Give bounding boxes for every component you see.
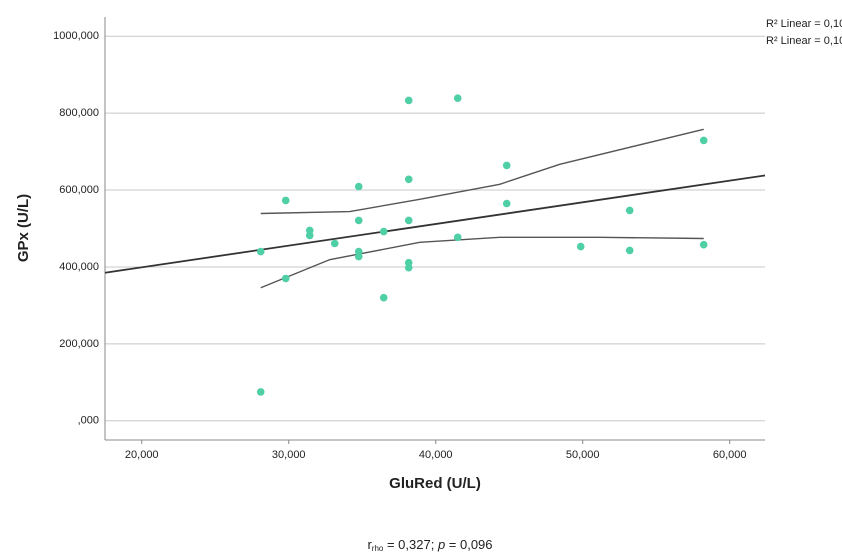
footnote: rrho = 0,327; p = 0,096	[367, 537, 492, 553]
x-tick-label: 20,000	[125, 449, 159, 461]
point	[625, 206, 634, 215]
legend-entry: R² Linear = 0,10	[766, 18, 842, 30]
point	[404, 96, 413, 105]
x-tick-label: 60,000	[713, 449, 747, 461]
point	[453, 233, 462, 242]
point	[453, 94, 462, 102]
point	[502, 199, 511, 208]
point	[281, 196, 290, 205]
point	[354, 182, 363, 191]
point	[256, 247, 265, 256]
point	[354, 252, 363, 261]
y-tick-label: 400,000	[59, 261, 99, 273]
point	[256, 388, 265, 396]
y-tick-label: 200,000	[59, 338, 99, 350]
x-axis-title: GluRed (U/L)	[389, 475, 481, 492]
y-tick-label: 800,000	[59, 107, 99, 119]
x-tick-label: 30,000	[272, 449, 306, 461]
point	[404, 175, 413, 184]
point	[379, 293, 388, 302]
point	[404, 263, 413, 272]
y-axis-title: GPx (U/L)	[15, 194, 32, 262]
point	[379, 227, 388, 236]
footnote-r-value: = 0,327;	[383, 537, 438, 552]
footnote-r: r	[367, 537, 372, 552]
legend-entry: R² Linear = 0,10	[766, 35, 842, 47]
point	[699, 136, 708, 145]
x-tick-label: 40,000	[419, 449, 453, 461]
y-tick-label: 1000,000	[53, 30, 99, 42]
point	[576, 242, 585, 251]
point	[354, 216, 363, 225]
y-tick-label: ,000	[78, 415, 99, 427]
fit-line	[105, 174, 765, 274]
point	[699, 240, 708, 249]
footnote-sub: rho	[372, 544, 384, 553]
ci-upper-line	[260, 128, 704, 215]
point	[330, 239, 339, 248]
x-tick-label: 50,000	[566, 449, 600, 461]
footnote-p-value: = 0,096	[445, 537, 492, 552]
footnote-p: p	[437, 537, 445, 552]
point	[281, 274, 290, 283]
y-tick-label: 600,000	[59, 184, 99, 196]
point	[502, 161, 511, 170]
point	[305, 231, 314, 240]
point	[404, 216, 413, 225]
point	[625, 246, 634, 255]
